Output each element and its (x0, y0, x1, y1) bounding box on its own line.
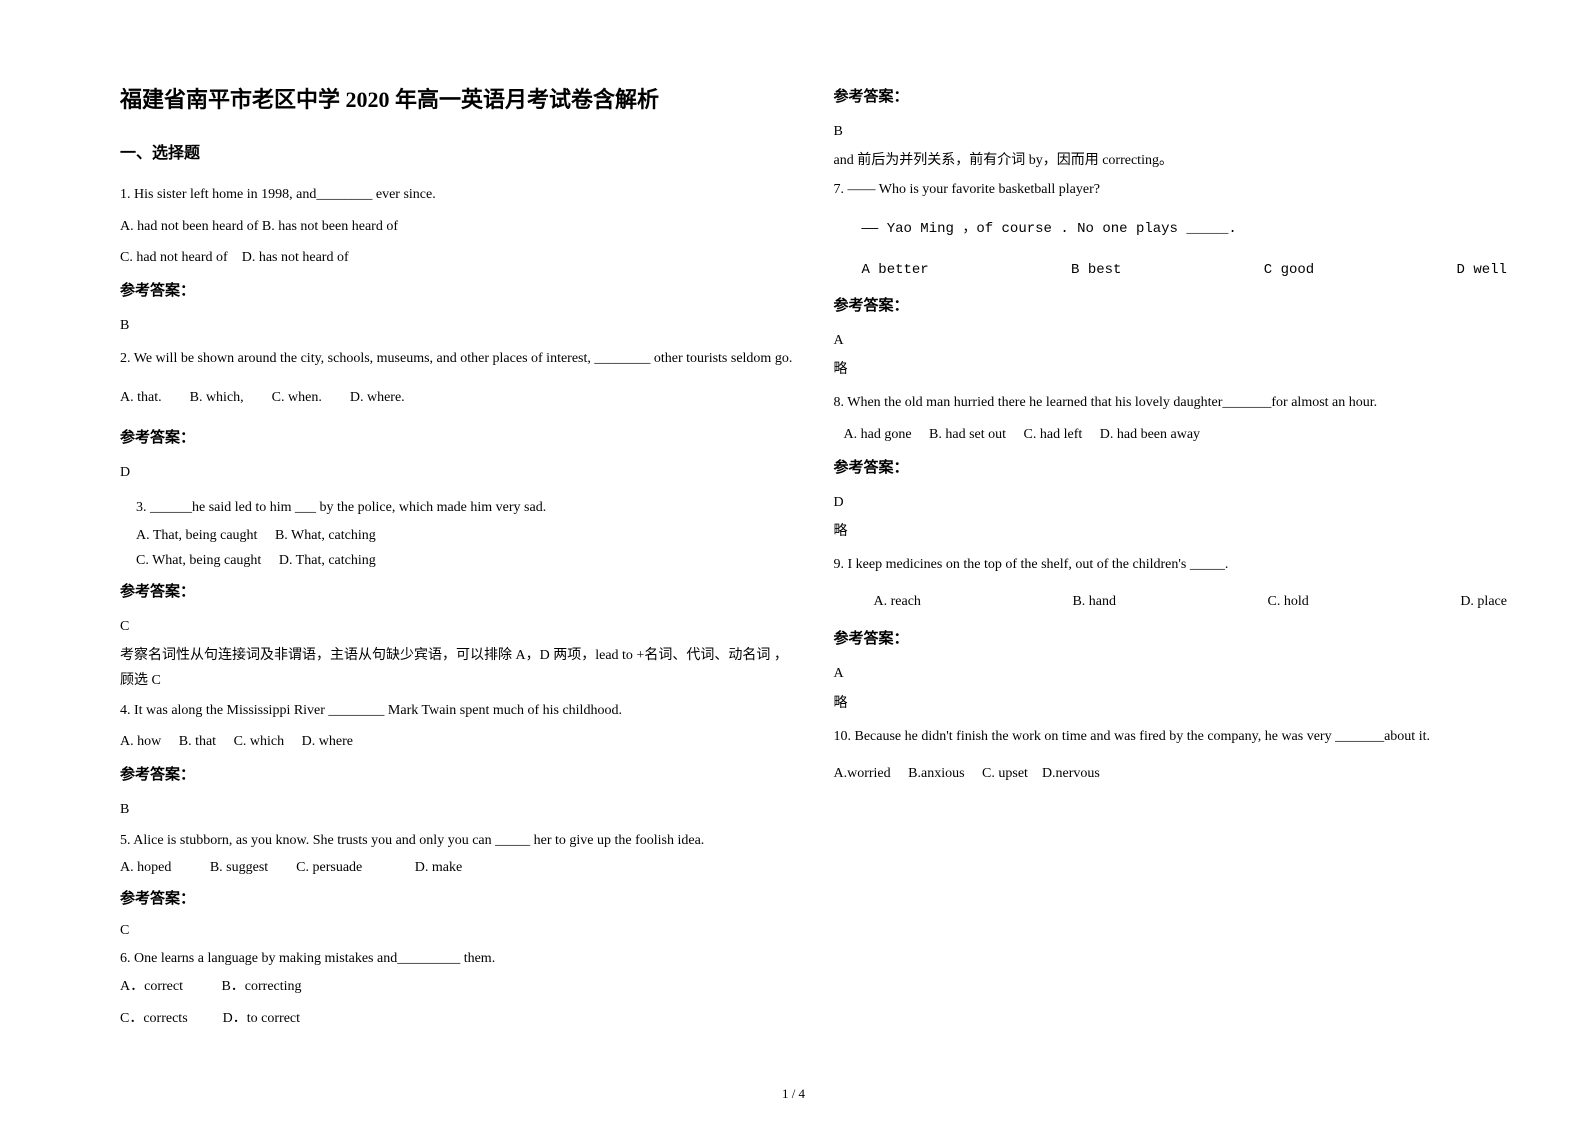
q9-omit: 略 (834, 691, 1508, 716)
q1-options-row2: C. had not heard of D. has not heard of (120, 245, 794, 270)
q3-optB: B. What, catching (275, 528, 376, 543)
q5-options: A. hoped B. suggest C. persuade D. make (120, 857, 794, 878)
q2-answer: D (120, 460, 794, 485)
q2-options: A. that. B. which, C. when. D. where. (120, 385, 794, 410)
q6-optB: B．correcting (221, 979, 301, 994)
q4-text: 4. It was along the Mississippi River __… (120, 698, 794, 723)
q9-answer: A (834, 661, 1508, 686)
q4-optA: A. how (120, 734, 161, 749)
q10-text: 10. Because he didn't finish the work on… (834, 724, 1508, 749)
q6-answer-label: 参考答案： (834, 84, 1508, 111)
q3-answer-label: 参考答案： (120, 579, 794, 606)
q9-optB: B. hand (1072, 589, 1116, 614)
q1-optD: D. has not heard of (242, 250, 349, 265)
q2-optD: D. where. (350, 390, 405, 405)
q3-optD: D. That, catching (279, 553, 376, 568)
q6-options-row1: A．correct B．correcting (120, 974, 794, 999)
q6-optC: C．corrects (120, 1011, 188, 1026)
q6-optD: D．to correct (223, 1011, 300, 1026)
q7-options: A better B best C good D well (834, 258, 1508, 283)
q7-answer: A (834, 328, 1508, 353)
left-column: 福建省南平市老区中学 2020 年高一英语月考试卷含解析 一、选择题 1. Hi… (100, 80, 814, 1092)
q2-optB: B. which, (190, 390, 244, 405)
q1-answer-label: 参考答案： (120, 278, 794, 305)
q8-omit: 略 (834, 519, 1508, 544)
q2-optA: A. that. (120, 390, 162, 405)
q4-options: A. how B. that C. which D. where (120, 729, 794, 754)
q8-text: 8. When the old man hurried there he lea… (834, 390, 1508, 415)
q5-optC: C. persuade (296, 860, 362, 875)
q10-optD: D.nervous (1042, 766, 1100, 781)
q5-optA: A. hoped (120, 860, 171, 875)
q3-answer: C (120, 614, 794, 639)
q9-text: 9. I keep medicines on the top of the sh… (834, 552, 1508, 577)
q10-optB: B.anxious (908, 766, 964, 781)
q7-line2: —— Yao Ming ，of course . No one plays __… (834, 217, 1508, 242)
q6-optA: A．correct (120, 979, 183, 994)
q4-optD: D. where (302, 734, 353, 749)
q9-options: A. reach B. hand C. hold D. place (834, 589, 1508, 614)
q1-optA: A. had not been heard of (120, 219, 258, 234)
q4-optB: B. that (179, 734, 216, 749)
section-heading-1: 一、选择题 (120, 140, 794, 169)
q7-optD: D well (1457, 258, 1507, 283)
q7-optA: A better (862, 258, 929, 283)
q10-options: A.worried B.anxious C. upset D.nervous (834, 761, 1508, 786)
page-root: 福建省南平市老区中学 2020 年高一英语月考试卷含解析 一、选择题 1. Hi… (0, 0, 1587, 1122)
q3-options-row2: C. What, being caught D. That, catching (120, 551, 794, 571)
q5-optB: B. suggest (210, 860, 268, 875)
q6-options-row2: C．corrects D．to correct (120, 1006, 794, 1031)
q8-optC: C. had left (1024, 427, 1083, 442)
right-column: 参考答案： B and 前后为并列关系，前有介词 by，因而用 correcti… (814, 80, 1528, 1092)
q7-answer-label: 参考答案： (834, 293, 1508, 320)
q7-optB: B best (1071, 258, 1121, 283)
page-title: 福建省南平市老区中学 2020 年高一英语月考试卷含解析 (120, 80, 794, 120)
q9-optA: A. reach (874, 589, 921, 614)
q8-options: A. had gone B. had set out C. had left D… (834, 422, 1508, 447)
q8-optA: A. had gone (844, 427, 912, 442)
q5-answer-label: 参考答案： (120, 886, 794, 913)
q8-optD: D. had been away (1100, 427, 1200, 442)
q9-optC: C. hold (1268, 589, 1309, 614)
q3-optA: A. That, being caught (136, 528, 257, 543)
q7-omit: 略 (834, 357, 1508, 382)
q8-optB: B. had set out (929, 427, 1006, 442)
q3-explain: 考察名词性从句连接词及非谓语，主语从句缺少宾语，可以排除 A，D 两项，lead… (120, 643, 794, 693)
q3-text: 3. ______he said led to him ___ by the p… (120, 495, 794, 520)
q10-optA: A.worried (834, 766, 891, 781)
page-number: 1 / 4 (0, 1086, 1587, 1102)
q1-optC: C. had not heard of (120, 250, 228, 265)
q5-answer: C (120, 921, 794, 941)
q2-answer-label: 参考答案： (120, 425, 794, 452)
q7-optC: C good (1264, 258, 1314, 283)
q10-optC: C. upset (982, 766, 1028, 781)
q6-explain: and 前后为并列关系，前有介词 by，因而用 correcting。 (834, 148, 1508, 173)
q5-optD: D. make (415, 860, 462, 875)
q1-options-row1: A. had not been heard of B. has not been… (120, 214, 794, 239)
q3-options-row1: A. That, being caught B. What, catching (120, 526, 794, 546)
q6-answer: B (834, 119, 1508, 144)
q4-optC: C. which (234, 734, 285, 749)
q2-optC: C. when. (272, 390, 322, 405)
q1-text: 1. His sister left home in 1998, and____… (120, 182, 794, 207)
q8-answer: D (834, 490, 1508, 515)
q2-text: 2. We will be shown around the city, sch… (120, 346, 794, 371)
q4-answer-label: 参考答案： (120, 762, 794, 789)
q9-optD: D. place (1460, 589, 1507, 614)
q9-answer-label: 参考答案： (834, 626, 1508, 653)
q1-answer: B (120, 313, 794, 338)
q6-text: 6. One learns a language by making mista… (120, 949, 794, 969)
q5-text: 5. Alice is stubborn, as you know. She t… (120, 830, 794, 851)
q8-answer-label: 参考答案： (834, 455, 1508, 482)
q7-line1: 7. —— Who is your favorite basketball pl… (834, 177, 1508, 202)
q3-optC: C. What, being caught (136, 553, 261, 568)
q1-optB: B. has not been heard of (262, 219, 398, 234)
q4-answer: B (120, 797, 794, 822)
